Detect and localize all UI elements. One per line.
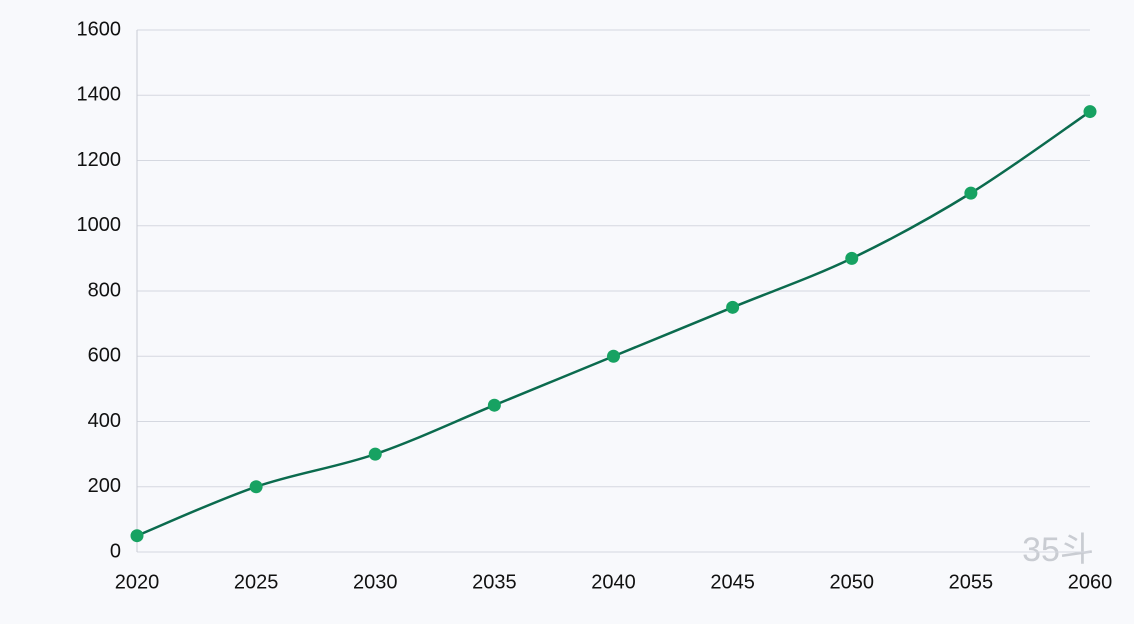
x-tick-label: 2050 — [830, 571, 875, 593]
y-tick-label: 1600 — [77, 18, 122, 40]
x-tick-label: 2025 — [234, 571, 279, 593]
y-tick-label: 200 — [88, 475, 121, 497]
point — [607, 349, 620, 363]
point — [130, 529, 144, 543]
y-tick-label: 400 — [88, 410, 121, 432]
x-tick-label: 2020 — [115, 571, 160, 593]
x-tick-label: 2030 — [353, 571, 398, 593]
watermark: 35斗 — [1022, 531, 1094, 569]
x-tick-label: 2060 — [1068, 571, 1113, 593]
x-tick-label: 2040 — [591, 571, 636, 593]
y-tick-label: 1400 — [77, 84, 122, 106]
y-tick-label: 800 — [88, 279, 121, 301]
point — [726, 300, 740, 314]
point — [1083, 105, 1097, 119]
point — [249, 480, 263, 494]
point — [487, 398, 501, 412]
point — [964, 186, 978, 200]
point — [845, 251, 859, 265]
x-tick-label: 2055 — [949, 571, 994, 593]
point — [368, 447, 382, 461]
y-tick-label: 1200 — [77, 149, 122, 171]
y-tick-label: 0 — [110, 540, 121, 562]
x-tick-label: 2045 — [710, 571, 755, 593]
y-tick-label: 1000 — [77, 214, 122, 236]
x-tick-label: 2035 — [472, 571, 517, 593]
y-tick-label: 600 — [88, 345, 121, 367]
